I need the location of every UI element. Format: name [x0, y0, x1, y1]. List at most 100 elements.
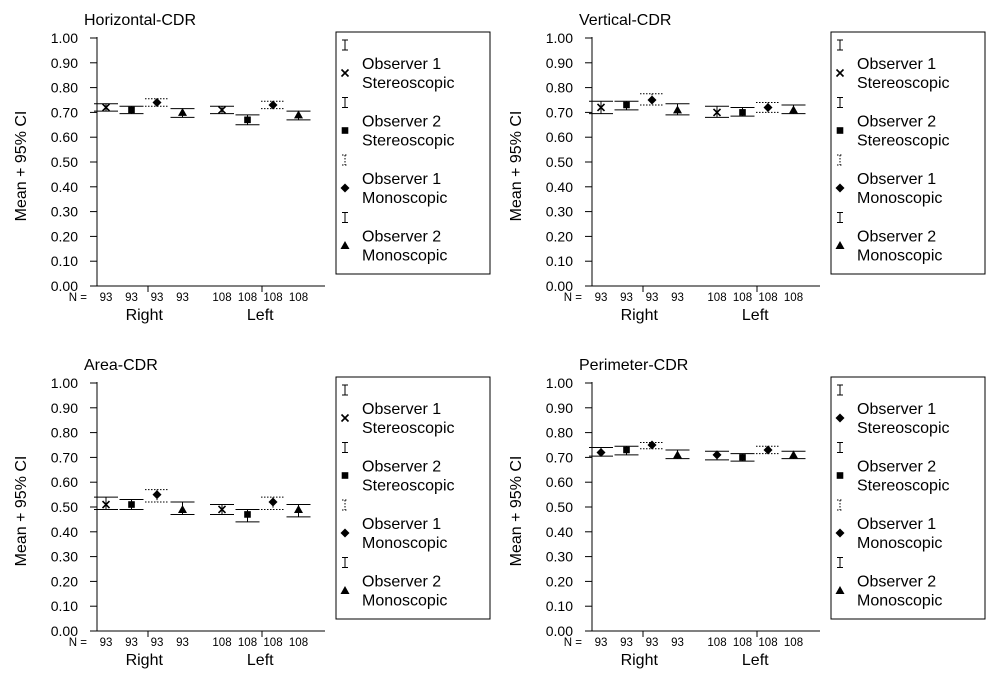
legend-entry-label: Observer 1 Monoscopic: [362, 516, 447, 552]
error-bar-0-1: [210, 504, 234, 515]
legend-entry-label: Observer 1 Stereoscopic: [362, 56, 455, 92]
y-tick-label: 0.30: [546, 204, 573, 220]
y-tick-label: 0.40: [51, 179, 78, 195]
n-count-label: 108: [289, 292, 308, 304]
n-count-label: 93: [671, 292, 684, 304]
chart-title: Horizontal-CDR: [84, 12, 196, 29]
y-tick-label: 1.00: [546, 375, 573, 391]
mean-marker-triangle: [673, 105, 682, 114]
group-label: Left: [742, 652, 769, 669]
y-tick-label: 0.20: [546, 228, 573, 244]
mean-marker-square: [739, 454, 746, 461]
legend-entry-label: Observer 1 Monoscopic: [362, 171, 447, 207]
n-count-label: 108: [707, 637, 726, 649]
legend-marker-cross: [835, 68, 845, 78]
mean-marker-diamond: [596, 447, 606, 457]
legend-entry-line: Monoscopic: [362, 535, 447, 552]
legend-marker-square: [341, 472, 349, 479]
legend-errorbar-icon: [342, 384, 348, 396]
legend-entry-label: Observer 2 Monoscopic: [362, 574, 447, 610]
error-bar-0-1: [705, 105, 729, 118]
group-label: Right: [126, 652, 164, 669]
mean-marker-cross: [101, 500, 111, 509]
mean-marker-square: [244, 116, 251, 124]
mean-marker-diamond: [268, 497, 278, 507]
y-tick-label: 1.00: [546, 30, 573, 46]
y-tick-label: 0.40: [51, 524, 78, 540]
y-tick-label: 0.00: [546, 278, 573, 294]
legend-entry-label: Observer 2 Stereoscopic: [857, 459, 950, 495]
error-bar-3-0: [665, 449, 690, 460]
legend-entry-line: Monoscopic: [362, 190, 447, 207]
y-tick-label: 0.10: [51, 253, 78, 269]
n-count-label: 108: [238, 292, 257, 304]
n-count-label: 93: [125, 637, 138, 649]
n-count-label: 93: [151, 637, 164, 649]
error-bar-2-0: [640, 440, 664, 450]
legend-marker-diamond: [835, 183, 845, 193]
legend-entry-line: Observer 2: [362, 229, 441, 246]
legend-marker-triangle: [340, 241, 350, 249]
legend-marker-diamond: [835, 413, 845, 423]
legend-entry-line: Observer 1: [362, 401, 441, 418]
n-count-label: 108: [784, 637, 803, 649]
legend-entry-line: Observer 2: [857, 229, 936, 246]
chart-panel-perimeter-cdr: Perimeter-CDR Mean + 95% CI 0.00 0.10 0.20 0.…: [495, 345, 989, 685]
legend-entry-line: Observer 2: [362, 459, 441, 476]
y-tick-label: 0.50: [546, 499, 573, 515]
n-count-label: 108: [212, 637, 231, 649]
legend-entry-line: Observer 1: [362, 516, 441, 533]
n-count-label: 108: [733, 292, 752, 304]
legend-entry-line: Observer 1: [362, 171, 441, 188]
mean-marker-square: [739, 109, 746, 116]
legend-entry-line: Stereoscopic: [362, 75, 455, 92]
y-tick-label: 0.90: [546, 55, 573, 71]
y-axis-label: Mean + 95% CI: [508, 456, 525, 567]
y-tick-label: 0.20: [51, 573, 78, 589]
legend-box: [335, 376, 491, 620]
error-bar-1-1: [235, 508, 260, 523]
legend-entry-line: Observer 1: [857, 171, 936, 188]
legend-entry-label: Observer 2 Monoscopic: [857, 229, 942, 265]
legend-entry-label: Observer 1 Stereoscopic: [857, 56, 950, 92]
legend-errorbar-icon: [342, 39, 348, 51]
legend-entry-line: Stereoscopic: [362, 133, 455, 150]
mean-marker-cross: [217, 505, 227, 514]
n-count-label: 93: [125, 292, 138, 304]
y-tick-label: 0.50: [546, 154, 573, 170]
legend-marker-triangle: [835, 241, 845, 249]
legend-errorbar-icon: [837, 97, 843, 108]
error-bar-1-0: [119, 105, 144, 115]
legend-marker-diamond: [340, 528, 350, 538]
mean-marker-triangle: [294, 110, 303, 119]
y-tick-label: 0.40: [546, 524, 573, 540]
legend-entry-line: Stereoscopic: [857, 478, 950, 495]
legend-entry-label: Observer 2 Stereoscopic: [857, 114, 950, 150]
legend-entry-label: Observer 1 Stereoscopic: [362, 401, 455, 437]
legend-entry-label: Observer 2 Stereoscopic: [362, 459, 455, 495]
mean-marker-diamond: [152, 490, 162, 500]
mean-marker-square: [128, 106, 135, 114]
n-count-label: 93: [100, 637, 113, 649]
chart-title: Vertical-CDR: [579, 12, 671, 29]
y-tick-label: 0.50: [51, 499, 78, 515]
y-tick-label: 0.10: [546, 598, 573, 614]
group-label: Left: [247, 652, 274, 669]
error-bar-0-1: [705, 450, 729, 461]
legend-errorbar-icon: [342, 97, 348, 108]
error-bar-3-1: [286, 504, 311, 518]
mean-marker-triangle: [673, 450, 682, 459]
legend-errorbar-icon: [837, 384, 843, 396]
legend-entry-line: Monoscopic: [857, 248, 942, 265]
y-tick-label: 0.20: [51, 228, 78, 244]
legend-errorbar-icon: [837, 499, 843, 511]
error-bar-0-0: [94, 103, 118, 112]
error-bar-2-0: [145, 489, 169, 503]
y-tick-label: 0.80: [51, 80, 78, 96]
legend-marker-cross: [340, 68, 350, 78]
legend-entry-line: Stereoscopic: [362, 478, 455, 495]
error-bar-1-0: [119, 499, 144, 510]
y-tick-label: 0.30: [51, 549, 78, 565]
error-bar-2-1: [756, 101, 780, 113]
n-prefix-label: N =: [564, 637, 583, 649]
